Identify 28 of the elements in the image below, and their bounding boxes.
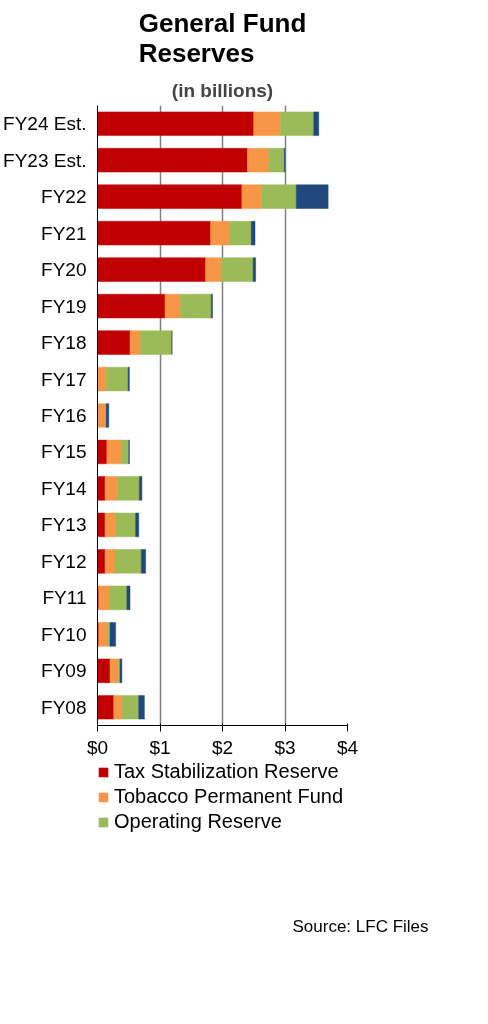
x-tick-label: $1 [149, 736, 171, 758]
y-tick-label: FY24 Est. [3, 113, 87, 135]
chart-title: General Fund Reserves [138, 7, 307, 68]
y-tick-label: FY21 [41, 222, 87, 244]
y-tick-label: FY23 Est. [3, 149, 87, 171]
y-tick-label: FY10 [41, 623, 87, 645]
y-tick-label: FY20 [41, 259, 87, 281]
y-tick-label: FY19 [41, 295, 87, 317]
y-tick-label: FY16 [41, 405, 87, 426]
y-tick-label: FY15 [41, 441, 87, 463]
source-note: Source: LFC Files [292, 916, 429, 936]
y-tick-label: FY12 [41, 550, 87, 572]
chart-subtitle: (in billions) [171, 79, 274, 101]
legend-label: Tax Stabilization Reserve [114, 760, 339, 783]
x-tick-label: $0 [86, 736, 109, 758]
x-tick-label: $3 [274, 736, 296, 758]
y-tick-label: FY18 [41, 332, 87, 354]
y-tick-label: FY13 [41, 514, 87, 536]
y-tick-label: FY11 [42, 587, 87, 609]
x-tick-label: $2 [211, 736, 234, 758]
y-tick-label: FY14 [41, 477, 87, 499]
legend-label: Operating Reserve [114, 810, 282, 833]
x-tick-label: $4 [336, 736, 359, 758]
y-tick-label: FY22 [41, 186, 87, 208]
y-tick-label: FY09 [41, 660, 87, 682]
y-tick-label: FY08 [41, 696, 87, 718]
legend-label: Tobacco Permanent Fund [114, 785, 344, 808]
y-tick-label: FY17 [41, 368, 87, 390]
